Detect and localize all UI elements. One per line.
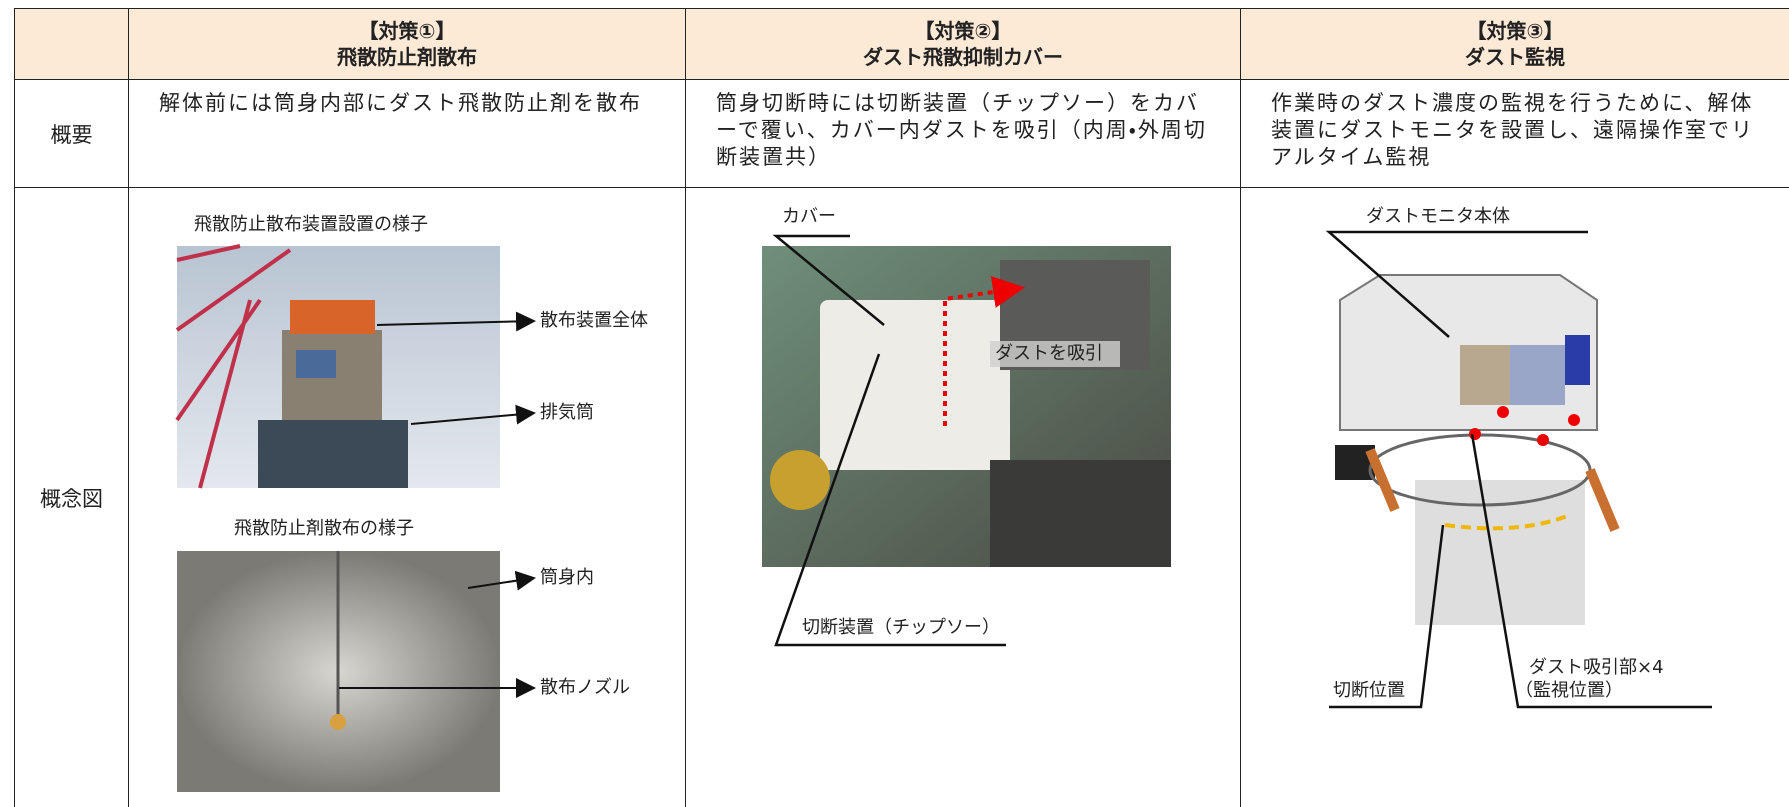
header-cell: 【対策①】 飛散防止剤散布	[129, 8, 686, 80]
header-title: ダスト飛散抑制カバー	[863, 45, 1063, 69]
annotation: 散布装置全体	[540, 310, 648, 331]
figure-cell	[129, 188, 686, 807]
annotation: （監視位置）	[1515, 680, 1623, 701]
header-cell: 【対策③】 ダスト監視	[1241, 8, 1789, 80]
annotation: ダスト吸引部×4	[1529, 657, 1664, 678]
annotation: ダストモニタ本体	[1366, 206, 1510, 227]
overview-text: 作業時のダスト濃度の監視を行うために、解体装置にダストモニタを設置し、遠隔操作室…	[1241, 80, 1789, 188]
overview-text: 解体前には筒身内部にダスト飛散防止剤を散布	[129, 80, 686, 188]
annotation: 筒身内	[540, 567, 594, 588]
photo	[762, 246, 1171, 567]
header-corner	[14, 8, 129, 80]
row-label: 概要	[14, 80, 129, 188]
annotation: 散布ノズル	[540, 677, 630, 698]
figure-caption: 飛散防止散布装置設置の様子	[194, 214, 428, 235]
figure-cell	[686, 188, 1241, 807]
header-cell: 【対策②】 ダスト飛散抑制カバー	[686, 8, 1241, 80]
figure-caption: 飛散防止剤散布の様子	[234, 518, 414, 539]
header-tag: 【対策①】	[358, 19, 456, 43]
photo	[175, 244, 500, 489]
row-label: 概念図	[14, 188, 129, 807]
annotation: 切断装置（チップソー）	[802, 617, 1000, 638]
overview-text: 筒身切断時には切断装置（チップソー）をカバーで覆い、カバー内ダストを吸引（内周・…	[686, 80, 1241, 188]
annotation: ダストを吸引	[995, 343, 1103, 364]
header-title: 飛散防止剤散布	[337, 45, 477, 69]
annotation: 切断位置	[1333, 680, 1405, 701]
photo	[177, 551, 500, 792]
header-title: ダスト監視	[1465, 45, 1565, 69]
header-tag: 【対策③】	[1466, 19, 1564, 43]
header-tag: 【対策②】	[914, 19, 1012, 43]
annotation: 排気筒	[540, 402, 594, 423]
annotation: カバー	[782, 206, 836, 227]
